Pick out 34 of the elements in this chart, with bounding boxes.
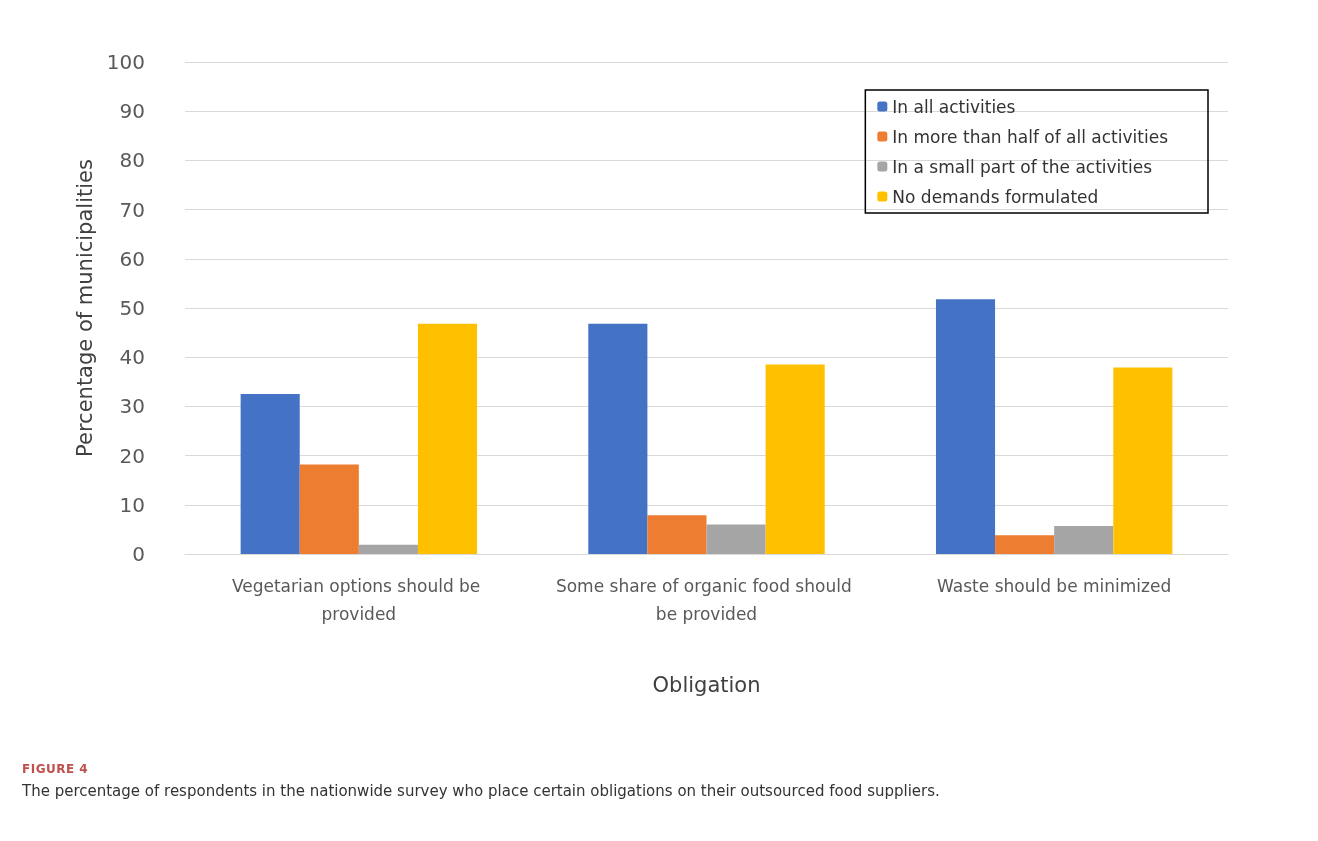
caption: FIGURE 4 [22, 762, 89, 776]
bar [299, 464, 359, 554]
bar [1054, 525, 1114, 554]
y-tick-label: 100 [106, 50, 145, 74]
y-tick-label: 60 [119, 246, 145, 271]
bar [935, 299, 996, 554]
y-tick-label: 20 [119, 443, 145, 468]
bar [588, 323, 648, 554]
legend-label: In all activities [892, 96, 1016, 117]
y-axis-title: Percentage of municipalities [73, 159, 98, 457]
text: The percentage of respondents in the nationwide survey who place certain obligations on their outsourced food suppliers. [22, 782, 940, 800]
legend-label: In more than half of all activities [892, 126, 1169, 147]
bar [1113, 367, 1173, 554]
y-tick-label: 50 [119, 296, 145, 320]
x-tick-label: Vegetarian options should be provided [231, 576, 486, 624]
bar [647, 515, 707, 554]
y-tick-label: 30 [119, 394, 145, 419]
y-tick-label: 80 [119, 148, 145, 173]
legend-label: In a small part of the activities [892, 156, 1153, 177]
y-tick-label: 70 [119, 197, 145, 222]
bar [417, 323, 478, 554]
x-tick-label: Waste should be minimized [937, 576, 1172, 596]
bar [765, 364, 825, 554]
y-tick-label: 10 [119, 492, 145, 517]
bar [706, 524, 766, 554]
bar [995, 535, 1055, 554]
y-tick-label: 40 [119, 345, 145, 370]
bar [358, 544, 418, 554]
bar [240, 394, 300, 554]
x-tick-label: Some share of organic food should be provided [555, 576, 858, 624]
x-axis-title: Obligation [652, 672, 761, 697]
y-tick-label: 90 [119, 99, 145, 124]
legend-label: No demands formulated [892, 186, 1099, 207]
y-tick-label: 0 [132, 542, 145, 566]
